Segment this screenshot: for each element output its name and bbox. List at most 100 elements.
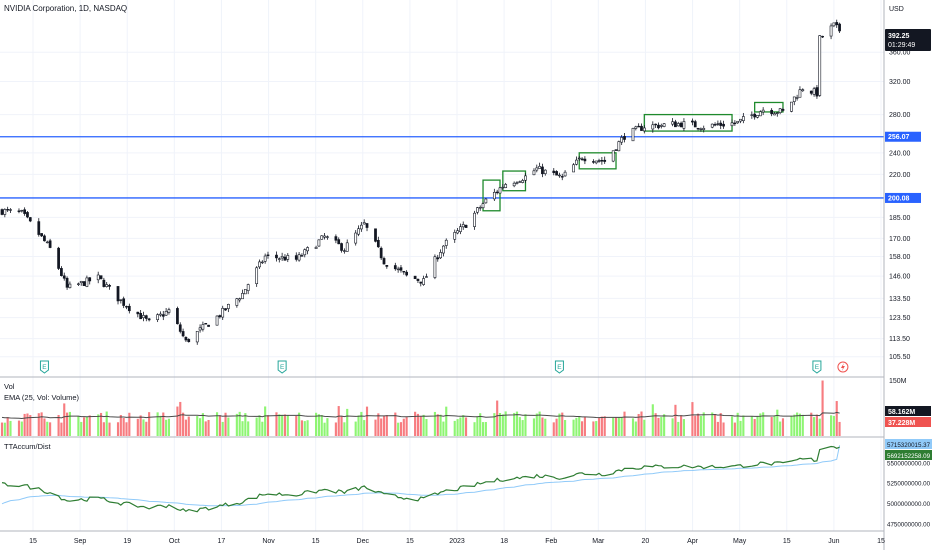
candle bbox=[280, 252, 284, 261]
candle-body bbox=[405, 271, 408, 276]
candle-body bbox=[125, 306, 128, 308]
volume-bar bbox=[306, 420, 309, 436]
volume-bar bbox=[105, 411, 108, 436]
candle-body bbox=[676, 123, 680, 127]
candle bbox=[207, 324, 210, 327]
volume-bar bbox=[85, 416, 88, 436]
earnings-marker[interactable]: E bbox=[39, 360, 49, 374]
volume-bar bbox=[300, 420, 304, 436]
candle bbox=[640, 123, 643, 131]
candle-body bbox=[275, 254, 278, 259]
volume-bar bbox=[612, 417, 615, 436]
time-tick-label: 18 bbox=[500, 538, 508, 545]
volume-bar bbox=[40, 412, 43, 436]
candle bbox=[617, 140, 621, 152]
volume-value-tag: 37.228M bbox=[885, 417, 931, 427]
candle-body bbox=[40, 233, 43, 237]
candle-body bbox=[422, 278, 425, 285]
candle-body bbox=[201, 324, 205, 330]
volume-bar bbox=[821, 380, 824, 436]
volume-pane[interactable] bbox=[0, 380, 841, 436]
price-tick-label: 320.00 bbox=[889, 79, 911, 86]
candle-body bbox=[623, 136, 626, 140]
candle bbox=[492, 188, 496, 202]
consolidation-box[interactable] bbox=[754, 101, 784, 113]
volume-bar bbox=[266, 415, 270, 436]
volume-bar bbox=[286, 415, 289, 436]
volume-bar bbox=[60, 422, 63, 436]
lightning-icon[interactable] bbox=[837, 361, 849, 373]
volume-bar bbox=[479, 413, 482, 436]
candle-body bbox=[614, 149, 618, 151]
candle bbox=[821, 35, 824, 39]
volume-bar bbox=[518, 417, 521, 436]
earnings-marker[interactable]: E bbox=[554, 360, 564, 374]
volume-bar bbox=[66, 412, 69, 436]
candle bbox=[631, 127, 635, 142]
accum-scale-label: 5500000000.00 bbox=[887, 460, 931, 467]
volume-bar bbox=[46, 421, 49, 436]
candle-body bbox=[357, 228, 360, 235]
price-axis[interactable]: USD 360.00320.00280.00240.00220.00200.00… bbox=[885, 6, 932, 528]
volume-bar bbox=[224, 412, 227, 436]
volume-bar bbox=[207, 419, 210, 436]
candle bbox=[303, 248, 307, 258]
candle bbox=[572, 163, 575, 173]
candle bbox=[433, 254, 437, 280]
volume-bar bbox=[159, 415, 162, 436]
candle-body bbox=[473, 212, 476, 227]
volume-bars bbox=[0, 380, 841, 436]
volume-bar bbox=[663, 414, 666, 436]
candle-body bbox=[379, 247, 383, 259]
volume-bar bbox=[241, 421, 244, 436]
candle-body bbox=[597, 160, 601, 162]
time-tick-label: Feb bbox=[545, 538, 557, 545]
candle-body bbox=[583, 158, 587, 162]
volume-bar bbox=[227, 417, 230, 436]
candle bbox=[425, 273, 428, 278]
volume-bar bbox=[397, 422, 400, 436]
candles bbox=[0, 19, 841, 345]
candle bbox=[459, 223, 462, 235]
candle-body bbox=[303, 249, 307, 256]
candle bbox=[583, 156, 587, 165]
candle-body bbox=[62, 275, 66, 279]
candle-body bbox=[679, 122, 683, 128]
split-icon-bolt bbox=[840, 363, 845, 371]
volume-bar bbox=[6, 417, 9, 436]
candle-body bbox=[594, 160, 598, 164]
earnings-marker[interactable]: E bbox=[277, 360, 287, 374]
candle bbox=[592, 159, 595, 164]
candle bbox=[167, 307, 171, 315]
time-tick-label: 17 bbox=[218, 538, 226, 545]
candle bbox=[218, 314, 222, 319]
candle-body bbox=[161, 314, 165, 317]
volume-bar bbox=[199, 418, 202, 436]
candle-body bbox=[57, 247, 60, 269]
candle bbox=[235, 297, 239, 308]
candle bbox=[221, 305, 225, 321]
time-tick-label: Mar bbox=[592, 538, 605, 545]
candle bbox=[184, 336, 188, 343]
candle bbox=[79, 280, 83, 286]
volume-bar bbox=[125, 422, 128, 436]
time-axis[interactable]: 15 Sep 19 Oct 17 Nov 15 Dec 15 2023 18 Feb Mar 20 Apr M… bbox=[29, 538, 885, 545]
candle bbox=[495, 189, 499, 195]
candle bbox=[116, 286, 120, 305]
candle bbox=[436, 254, 440, 262]
volume-scale-label: 150M bbox=[889, 378, 907, 385]
earnings-marker[interactable]: E bbox=[812, 360, 822, 374]
volume-bar bbox=[139, 415, 142, 436]
candle-body bbox=[99, 275, 103, 279]
candle bbox=[535, 164, 539, 173]
last-price-tag-bg bbox=[885, 29, 931, 51]
candle bbox=[379, 246, 383, 260]
consolidation-box[interactable] bbox=[482, 179, 501, 212]
volume-bar bbox=[320, 415, 323, 436]
candle bbox=[99, 275, 103, 280]
candle-body bbox=[657, 124, 660, 129]
accum-dist-pane[interactable] bbox=[1, 445, 841, 513]
